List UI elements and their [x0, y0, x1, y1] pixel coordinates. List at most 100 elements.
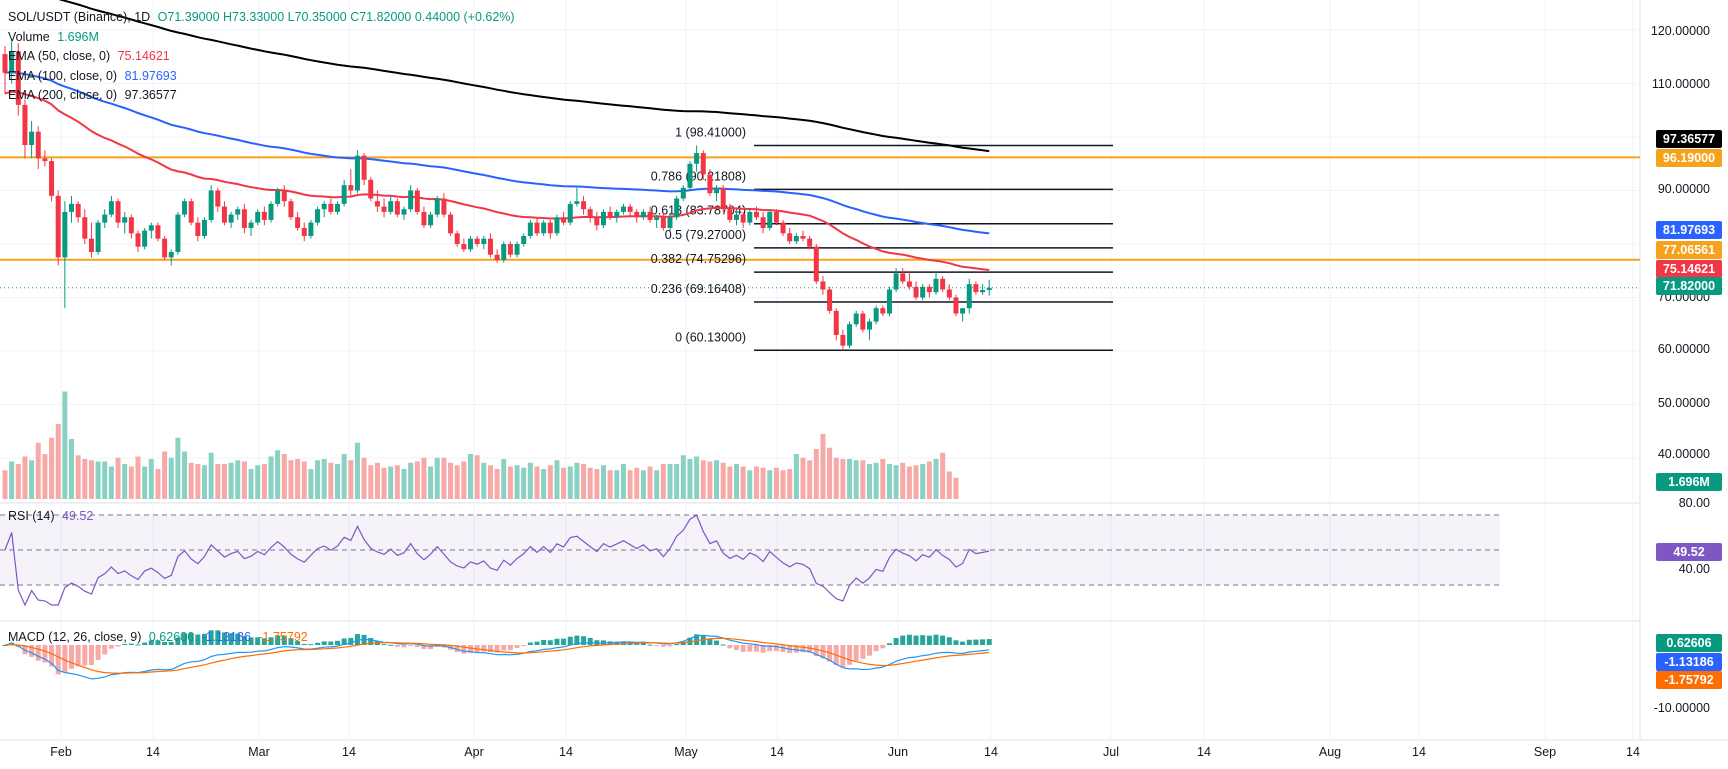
macd-histogram-bar [800, 645, 806, 653]
volume-bar [727, 466, 733, 499]
volume-bar [767, 470, 773, 499]
macd-histogram-bar [261, 638, 267, 645]
volume-bar [341, 454, 347, 499]
candle-body [208, 190, 214, 220]
macd-histogram-bar [268, 637, 274, 645]
macd-histogram-bar [694, 634, 700, 645]
macd-histogram-bar [82, 645, 88, 666]
candle-body [521, 235, 527, 244]
candle-body [2, 54, 8, 73]
macd-histogram-bar [348, 637, 354, 645]
candle-body [747, 211, 753, 223]
macd-histogram-bar [940, 635, 946, 645]
macd-histogram-bar [128, 643, 134, 645]
ema100-label[interactable]: EMA (100, close, 0) [8, 68, 118, 83]
volume-label[interactable]: Volume [8, 29, 50, 44]
price-pane[interactable]: 1 (98.41000)0.786 (90.21808)0.618 (83.78… [0, 0, 1640, 352]
macd-histogram-bar [640, 643, 646, 645]
volume-bar [527, 462, 533, 499]
candle-body [175, 214, 181, 253]
ema50-label[interactable]: EMA (50, close, 0) [8, 49, 111, 63]
macd-histogram-bar [175, 637, 181, 645]
volume-bar [660, 464, 666, 499]
candle-body [215, 190, 221, 207]
time-axis-label: May [674, 745, 698, 759]
price-axis-label: 90.00000 [1657, 182, 1710, 196]
macd-histogram-bar [221, 632, 227, 645]
macd-line-value: -1.13186 [201, 630, 251, 644]
volume-bar [122, 464, 128, 499]
macd-histogram-bar [953, 640, 959, 645]
volume-bar [514, 465, 520, 499]
macd-histogram-bar [753, 645, 759, 652]
volume-bar [614, 470, 620, 499]
candle-body [228, 214, 234, 223]
macd-pane[interactable] [2, 630, 992, 680]
candle-body [261, 211, 267, 220]
macd-histogram-bar [886, 643, 892, 645]
macd-histogram-bar [747, 645, 753, 652]
macd-histogram-bar [202, 633, 207, 645]
volume-bar [760, 467, 766, 499]
volume-bar [88, 460, 94, 499]
rsi-value-tag: 49.52 [1656, 543, 1722, 561]
macd-line-tag: -1.13186 [1656, 653, 1722, 671]
volume-bar [481, 462, 487, 499]
candle-body [574, 201, 580, 204]
volume-bar [321, 459, 327, 499]
candle-body [567, 203, 573, 223]
candle-body [468, 238, 473, 250]
candle-body [368, 179, 374, 199]
candle-body [620, 206, 626, 212]
macd-histogram-bar [102, 645, 108, 655]
candle-body [687, 163, 693, 188]
volume-bar [275, 450, 281, 499]
symbol-title[interactable]: SOL/USDT (Binance), 1D [8, 10, 151, 24]
candle-body [727, 209, 733, 220]
macd-histogram-bar [75, 645, 81, 667]
volume-bar [707, 461, 713, 499]
candle-body [341, 185, 347, 204]
candle-body [168, 252, 174, 258]
chart-grid [0, 0, 1728, 741]
macd-legend: MACD (12, 26, close, 9) 0.62606 -1.13186… [8, 630, 308, 644]
time-axis-label: 14 [770, 745, 784, 759]
volume-bar [82, 459, 88, 499]
volume-bar [115, 457, 121, 499]
fib-level-label: 1 (98.41000) [675, 126, 746, 140]
macd-histogram-bar [926, 635, 932, 645]
time-axis-label: Aug [1318, 745, 1342, 759]
candle-body [122, 217, 128, 223]
volume-bar [620, 464, 626, 499]
candle-body [860, 313, 866, 330]
candle-body [847, 324, 853, 346]
macd-histogram-bar [960, 641, 966, 645]
macd-histogram-bar [108, 645, 114, 649]
volume-bar [208, 452, 214, 499]
volume-bar [69, 439, 74, 499]
macd-histogram-bar [215, 630, 221, 645]
volume-bar [807, 460, 813, 499]
ema200-label[interactable]: EMA (200, close, 0) [8, 88, 118, 102]
volume-bar [813, 449, 819, 499]
volume-bar [800, 457, 806, 499]
macd-histogram-bar [647, 644, 653, 646]
rsi-label[interactable]: RSI (14) [8, 509, 55, 523]
macd-label[interactable]: MACD (12, 26, close, 9) [8, 630, 142, 644]
candle-body [507, 244, 513, 255]
macd-histogram-bar [481, 645, 487, 652]
candle-body [867, 321, 872, 330]
candle-body [288, 201, 294, 218]
volume-bar [640, 470, 646, 499]
candle-body [654, 217, 660, 220]
ema50-line [4, 90, 990, 271]
candle-body [827, 289, 833, 311]
volume-bar [148, 459, 154, 499]
support-price-tag: 77.06561 [1656, 241, 1722, 259]
macd-histogram-bar [813, 645, 819, 657]
volume-bar [328, 462, 334, 499]
price-axis-label: 60.00000 [1657, 342, 1710, 356]
rsi-pane[interactable] [0, 514, 1500, 607]
macd-histogram-bar [55, 645, 61, 675]
